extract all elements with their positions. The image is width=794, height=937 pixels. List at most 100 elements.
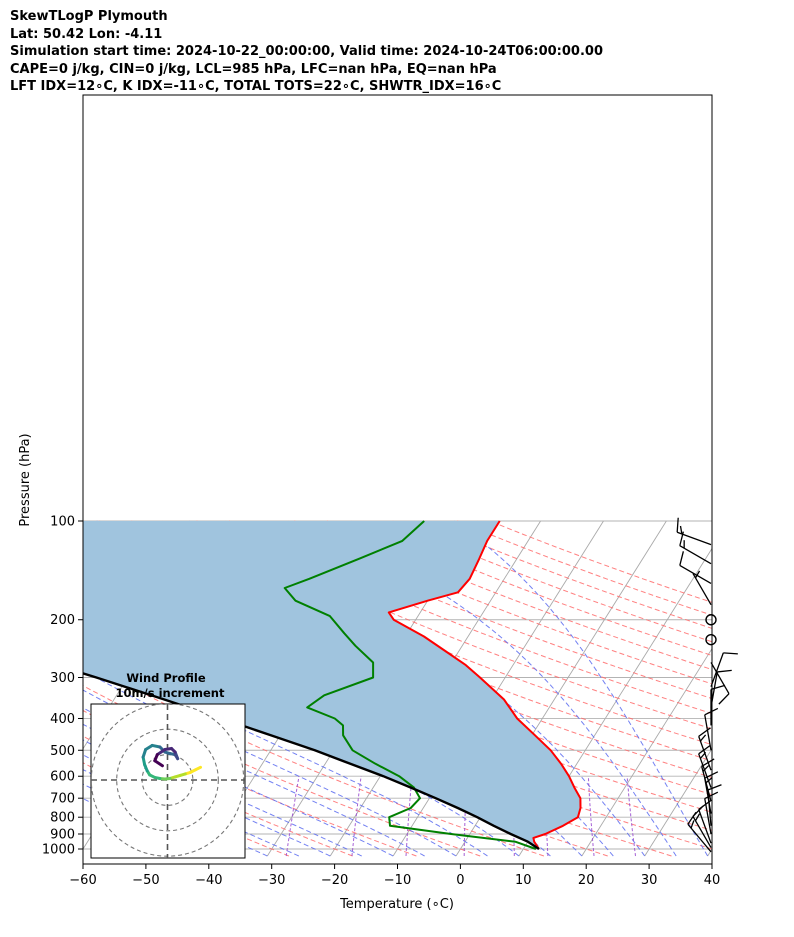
- wind-barb-feather: [699, 734, 707, 742]
- mixing-ratio-line: [587, 776, 595, 857]
- wind-barb-staff: [692, 573, 712, 606]
- moist-adiabat: [83, 707, 394, 857]
- hodograph-inset: Wind Profile 10m/s increment: [90, 671, 246, 859]
- wind-barb: [679, 531, 712, 565]
- wind-barb-feather: [702, 765, 710, 772]
- x-tick-label: −40: [195, 873, 222, 888]
- mixing-ratio-line: [405, 776, 413, 857]
- wind-barb-feather: [710, 684, 726, 691]
- wind-barb-feather: [690, 820, 695, 829]
- wind-barb-staff: [704, 714, 712, 751]
- isotherm-line: [0, 521, 37, 856]
- wind-barb-staff: [710, 662, 730, 694]
- moist-adiabat: [311, 520, 677, 857]
- moist-adiabat: [453, 520, 709, 857]
- hodograph-plot: [91, 704, 245, 858]
- mixing-ratio-line: [351, 776, 362, 857]
- hodograph-title: Wind Profile: [126, 671, 206, 685]
- x-tick-label: 40: [704, 873, 721, 888]
- wind-barb-staff: [710, 671, 718, 708]
- dry-adiabat: [228, 520, 712, 715]
- dry-adiabat: [294, 520, 712, 685]
- isotherm-line: [581, 647, 712, 857]
- wind-barb-staff: [704, 798, 712, 835]
- wind-barb-staff: [679, 564, 712, 584]
- wind-barb-feather: [717, 669, 732, 673]
- wind-barbs: [676, 517, 738, 853]
- indices-line-1: CAPE=0 j/kg, CIN=0 j/kg, LCL=985 hPa, LF…: [10, 61, 497, 77]
- wind-barb-calm: [705, 633, 717, 646]
- y-tick-label: 300: [50, 671, 75, 686]
- wind-barb-feather: [707, 784, 722, 791]
- mixing-ratio-line: [285, 776, 300, 857]
- chart-title: SkewTLogP Plymouth: [10, 9, 168, 24]
- y-axis-label: Pressure (hPa): [18, 433, 33, 526]
- x-tick-label: −20: [321, 873, 348, 888]
- temperature-line: [387, 520, 582, 850]
- wind-barb-feather: [704, 791, 719, 800]
- y-tick-label: 500: [50, 744, 75, 759]
- dry-adiabat: [83, 685, 481, 857]
- x-tick-label: 10: [515, 873, 532, 888]
- wind-barb: [676, 517, 712, 546]
- mixing-ratio-line: [544, 776, 549, 857]
- hodograph-segment: [155, 748, 167, 757]
- dry-adiabat: [83, 530, 712, 796]
- cape-shaded-area: [83, 521, 581, 849]
- time-line: Simulation start time: 2024-10-22_00:00:…: [10, 44, 603, 59]
- wind-barb-staff: [679, 545, 712, 565]
- wind-barb-feather: [676, 517, 679, 533]
- wind-barb-feather: [723, 652, 738, 655]
- wind-barb: [704, 791, 719, 835]
- x-tick-label: 30: [641, 873, 658, 888]
- location-line: Lat: 50.42 Lon: -4.11: [10, 26, 163, 42]
- wind-barb-staff: [701, 766, 712, 802]
- wind-barb-staff: [692, 816, 712, 848]
- hodograph-subtitle: 10m/s increment: [116, 686, 225, 700]
- indices-line-2: LFT IDX=12∘C, K IDX=-11∘C, TOTAL TOTS=22…: [10, 79, 502, 94]
- y-tick-label: 600: [50, 770, 75, 785]
- wind-barb: [679, 551, 712, 584]
- y-tick-label: 200: [50, 613, 75, 628]
- x-tick-label: −50: [132, 873, 159, 888]
- y-tick-label: 900: [50, 827, 75, 842]
- isotherm-line: [707, 848, 712, 857]
- dewpoint-line: [283, 520, 537, 850]
- wind-barb: [710, 684, 726, 726]
- wind-barb-staff: [698, 753, 712, 788]
- mixing-ratio-line: [626, 776, 636, 857]
- y-tick-label: 700: [50, 792, 75, 807]
- dry-adiabat: [163, 520, 712, 746]
- wind-barb-staff: [698, 736, 712, 771]
- x-tick-label: −60: [69, 873, 96, 888]
- x-tick-label: 0: [456, 873, 464, 888]
- wind-barb-feather: [694, 813, 701, 822]
- wind-barb-staff: [710, 652, 724, 687]
- wind-barb-feather: [694, 570, 701, 579]
- x-tick-label: −30: [258, 873, 285, 888]
- wind-barb-staff: [676, 531, 712, 546]
- isotherm-line: [644, 747, 712, 857]
- wind-barb-staff: [698, 809, 712, 844]
- wind-barb-calm: [705, 614, 717, 626]
- wind-barb: [710, 652, 738, 687]
- x-tick-label: 20: [578, 873, 595, 888]
- wind-barb: [710, 669, 732, 708]
- hodograph-segment: [153, 759, 164, 768]
- y-tick-label: 800: [50, 811, 75, 826]
- wind-barb-feather: [698, 744, 711, 755]
- y-tick-label: 100: [50, 515, 75, 530]
- x-tick-label: −10: [384, 873, 411, 888]
- isotherm-line: [771, 521, 794, 856]
- wind-barb: [698, 727, 712, 771]
- y-tick-label: 400: [50, 712, 75, 727]
- wind-barb-feather: [698, 727, 711, 737]
- chart-header: SkewTLogP Plymouth Lat: 50.42 Lon: -4.11…: [10, 8, 790, 96]
- wind-barb-staff: [687, 823, 712, 853]
- wind-barb-feather: [718, 693, 730, 705]
- wind-barb-feather: [679, 551, 684, 566]
- parcel-line: [83, 672, 540, 851]
- wind-barb: [710, 662, 730, 705]
